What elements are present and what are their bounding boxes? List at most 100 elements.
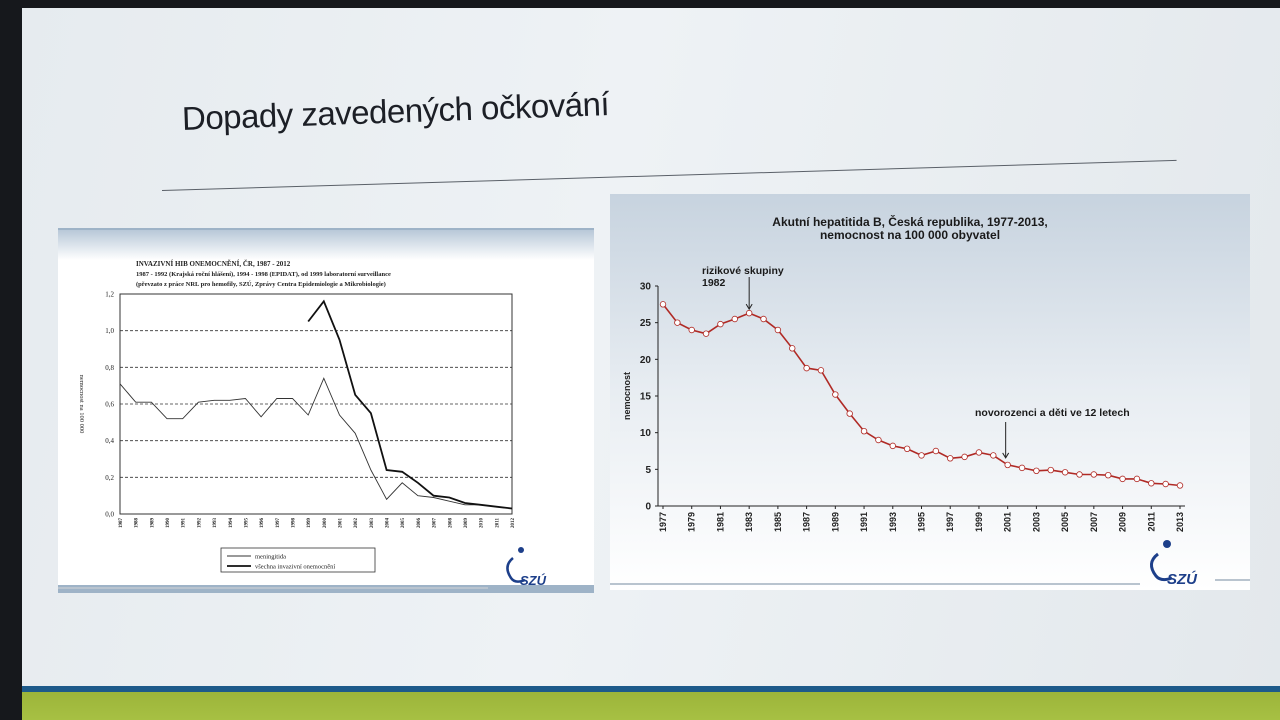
x-tick-label: 1979 xyxy=(687,512,697,532)
data-point xyxy=(1119,475,1126,483)
data-point xyxy=(803,364,810,372)
x-tick-label: 2003 xyxy=(370,518,375,529)
data-point xyxy=(832,391,839,398)
data-point xyxy=(860,427,868,435)
x-tick-label: 1996 xyxy=(260,518,265,529)
x-tick-label: 1997 xyxy=(276,518,281,529)
logo-mark xyxy=(506,557,526,583)
data-point xyxy=(961,453,968,461)
data-point xyxy=(875,436,882,444)
logo-dot xyxy=(1163,540,1171,548)
y-tick-label: 30 xyxy=(640,282,652,293)
hepatitis-chart-panel: Akutní hepatitida B, Česká republika, 19… xyxy=(610,194,1250,590)
logo-text: SZÚ xyxy=(520,573,547,588)
data-point xyxy=(947,455,954,462)
data-point xyxy=(990,452,997,459)
x-tick-label: 2009 xyxy=(1118,512,1128,532)
panel-background xyxy=(610,194,1250,590)
footer-bar xyxy=(22,686,1280,720)
x-tick-label: 1999 xyxy=(307,518,312,529)
x-tick-label: 2008 xyxy=(448,518,453,529)
x-tick-label: 1990 xyxy=(166,518,171,529)
x-tick-label: 1989 xyxy=(150,518,155,529)
x-tick-label: 2006 xyxy=(417,518,422,529)
slide-title: Dopady zavedených očkování xyxy=(181,85,610,137)
data-point xyxy=(1133,475,1141,483)
x-tick-label: 1994 xyxy=(229,518,234,529)
x-tick-label: 2003 xyxy=(1031,512,1041,532)
x-tick-label: 1977 xyxy=(658,512,668,532)
data-point xyxy=(1162,480,1169,488)
data-point xyxy=(702,330,710,337)
data-point xyxy=(1018,464,1026,472)
panel-header-shade xyxy=(58,230,594,260)
data-point xyxy=(1047,466,1054,474)
y-tick-label: 0,0 xyxy=(105,511,114,519)
data-point xyxy=(846,410,853,417)
x-tick-label: 2012 xyxy=(511,518,516,529)
data-point xyxy=(1176,482,1184,489)
y-tick-label: 1,2 xyxy=(105,291,114,299)
x-tick-label: 2007 xyxy=(433,518,438,529)
y-tick-label: 0,8 xyxy=(105,364,114,372)
x-tick-label: 2009 xyxy=(464,518,469,529)
x-tick-label: 1992 xyxy=(197,518,202,529)
chart-title-line: nemocnost na 100 000 obyvatel xyxy=(820,228,1000,242)
annotation-arrowhead xyxy=(1002,452,1010,459)
x-tick-label: 2011 xyxy=(495,518,500,528)
x-tick-label: 1998 xyxy=(291,518,296,529)
data-point xyxy=(817,367,825,374)
data-point xyxy=(903,445,911,452)
x-tick-label: 1983 xyxy=(744,512,754,532)
x-tick-label: 2000 xyxy=(323,518,328,529)
y-axis-label: nemocnost xyxy=(622,372,632,420)
data-point xyxy=(760,315,767,323)
data-point xyxy=(975,449,983,456)
data-point xyxy=(918,452,925,459)
y-tick-label: 20 xyxy=(640,355,652,366)
x-tick-label: 2011 xyxy=(1146,512,1156,532)
x-tick-label: 1995 xyxy=(917,512,927,532)
x-tick-label: 2013 xyxy=(1175,512,1185,532)
x-tick-label: 1991 xyxy=(859,512,869,532)
x-tick-label: 2004 xyxy=(386,518,391,529)
data-point xyxy=(731,315,739,323)
data-point xyxy=(659,301,667,308)
y-tick-label: 15 xyxy=(640,392,652,403)
legend-label: meningitida xyxy=(255,554,286,561)
annotation-text: novorozenci a děti ve 12 letech xyxy=(975,407,1130,419)
x-tick-label: 2010 xyxy=(480,518,485,529)
x-tick-label: 1991 xyxy=(182,518,187,529)
chart-subtitle-line: 1987 - 1992 (Krajská roční hlášení), 199… xyxy=(136,271,391,278)
x-tick-label: 1993 xyxy=(888,512,898,532)
y-tick-label: 0,6 xyxy=(105,401,114,409)
logo-text: SZÚ xyxy=(1167,570,1198,588)
hepatitis-chart: Akutní hepatitida B, Česká republika, 19… xyxy=(610,194,1250,590)
chart-title: INVAZIVNÍ HIB ONEMOCNĚNÍ, ČR, 1987 - 201… xyxy=(136,260,291,268)
data-point xyxy=(717,320,724,328)
data-point xyxy=(745,309,753,317)
series-line-1 xyxy=(119,377,513,509)
x-tick-label: 1987 xyxy=(119,518,124,529)
y-tick-label: 0,2 xyxy=(105,474,114,482)
data-point xyxy=(1061,469,1069,476)
x-tick-label: 2005 xyxy=(1060,512,1070,532)
hib-chart: INVAZIVNÍ HIB ONEMOCNĚNÍ, ČR, 1987 - 201… xyxy=(58,228,594,593)
y-tick-label: 5 xyxy=(645,465,651,476)
annotation-arrowhead xyxy=(745,303,753,311)
chart-subtitle-line: (převzato z práce NRL pro hemofily, SZÚ,… xyxy=(136,280,386,288)
data-point xyxy=(889,442,896,450)
x-tick-label: 1981 xyxy=(715,512,725,532)
data-point xyxy=(774,326,782,334)
data-point xyxy=(932,447,940,455)
chart-title-line: Akutní hepatitida B, Česká republika, 19… xyxy=(772,214,1047,229)
y-axis-label: nemocnost na 100 000 xyxy=(78,375,85,434)
title-underline xyxy=(161,159,1177,191)
annotation-text: 1982 xyxy=(702,277,726,289)
x-tick-label: 2002 xyxy=(354,518,359,529)
x-tick-label: 1993 xyxy=(213,518,218,529)
data-point xyxy=(688,326,695,334)
data-point xyxy=(1148,480,1155,487)
data-point xyxy=(674,319,681,326)
data-point xyxy=(789,345,796,352)
